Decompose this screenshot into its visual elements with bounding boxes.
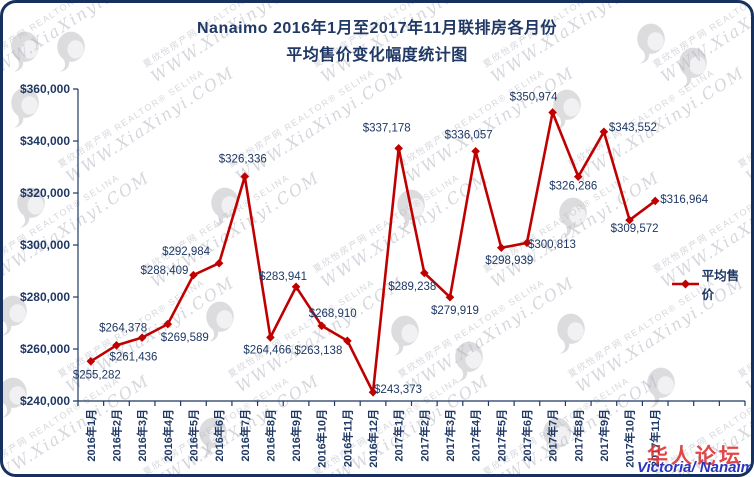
data-point-marker	[163, 319, 173, 329]
x-tick-label: 2016年2月	[109, 409, 123, 462]
data-label: $279,919	[431, 305, 479, 317]
data-label: $269,589	[161, 332, 209, 344]
x-tick-label: 2016年7月	[238, 409, 252, 462]
data-label: $298,939	[485, 255, 533, 267]
data-point-marker	[522, 238, 532, 248]
x-tick-label: 2016年5月	[186, 409, 200, 462]
data-point-marker	[317, 321, 327, 331]
x-tick-label: 2016年1月	[84, 409, 98, 462]
data-label: $264,466	[243, 344, 291, 356]
data-label: $288,409	[140, 265, 188, 277]
location-watermark-text: Victoria/ Nanaimo	[637, 459, 754, 476]
data-point-marker	[445, 292, 455, 302]
price-line-chart: $240,000 $260,000 $280,000 $300,000 $320,000…	[20, 82, 746, 468]
data-label: $283,941	[259, 271, 307, 283]
x-tick-label: 2017年9月	[597, 409, 611, 462]
data-label: $337,178	[363, 122, 411, 134]
x-tick-label: 2017年5月	[494, 409, 508, 462]
y-tick-label: $240,000	[20, 394, 70, 408]
x-tick-label: 2017年11月	[648, 409, 662, 467]
data-point-marker	[86, 356, 96, 366]
x-tick-label: 2016年12月	[366, 409, 380, 468]
data-label: $261,436	[109, 351, 157, 363]
data-label: $316,964	[660, 194, 709, 206]
data-point-marker	[599, 127, 609, 137]
y-tick-label: $280,000	[20, 290, 70, 304]
x-tick-label: 2017年2月	[417, 409, 431, 462]
x-tick-label: 2017年3月	[443, 409, 457, 462]
y-tick-label: $320,000	[20, 186, 70, 200]
x-tick-label: 2016年8月	[263, 409, 277, 462]
x-tick-label: 2017年7月	[546, 409, 560, 462]
data-label: $268,910	[309, 308, 357, 320]
data-point-marker	[496, 243, 506, 253]
data-point-marker	[650, 196, 660, 206]
data-label: $336,057	[445, 129, 493, 141]
data-point-marker	[343, 336, 352, 346]
data-point-marker	[214, 258, 224, 268]
y-tick-label: $260,000	[20, 342, 70, 356]
data-point-marker	[471, 146, 480, 156]
data-point-marker	[368, 387, 378, 397]
x-tick-label: 2017年4月	[469, 409, 483, 462]
chart-title-line1: Nanaimo 2016年1月至2017年11月联排房各月份	[196, 20, 558, 37]
data-label: $343,552	[609, 122, 657, 134]
chart-title-line2: 平均售价变化幅度统计图	[286, 47, 468, 64]
y-tick-label: $300,000	[20, 238, 70, 252]
data-label: $300,813	[528, 239, 576, 251]
data-point-marker	[420, 268, 429, 278]
data-label: $264,378	[99, 323, 147, 335]
x-tick-label: 2016年9月	[289, 409, 303, 462]
x-tick-label: 2017年6月	[520, 409, 534, 462]
data-label: $292,984	[162, 246, 211, 258]
legend-label: 平均售价	[701, 269, 740, 302]
x-tick-label: 2016年10月	[315, 409, 329, 468]
data-label: $255,282	[73, 369, 121, 381]
data-point-marker	[112, 340, 121, 350]
data-point-marker	[548, 108, 557, 117]
x-tick-label: 2017年8月	[571, 409, 585, 462]
x-tick-label: 2016年6月	[212, 409, 226, 462]
x-tick-label: 2016年11月	[340, 409, 354, 467]
data-point-marker	[137, 333, 147, 342]
x-tick-label: 2017年10月	[623, 409, 637, 468]
y-tick-label: $360,000	[20, 82, 70, 96]
data-label: $289,238	[388, 281, 436, 293]
data-label: $350,974	[510, 91, 559, 103]
data-point-marker	[240, 172, 250, 181]
data-point-marker	[394, 144, 403, 153]
x-tick-label: 2016年4月	[161, 409, 175, 462]
data-label: $263,138	[294, 345, 342, 357]
forum-watermark-text: 华人论坛	[647, 444, 743, 468]
data-point-marker	[291, 282, 301, 292]
data-label: $326,336	[219, 154, 267, 166]
legend: 平均售价	[672, 265, 751, 303]
data-label: $243,373	[374, 384, 422, 396]
data-point-marker	[189, 270, 198, 280]
data-label: $309,572	[611, 223, 659, 235]
x-tick-label: 2016年3月	[135, 409, 149, 462]
data-point-marker	[266, 333, 275, 342]
legend-line-marker-icon	[672, 279, 699, 289]
data-point-marker	[573, 172, 583, 181]
data-point-marker	[625, 215, 634, 225]
y-tick-label: $340,000	[20, 134, 70, 148]
x-tick-label: 2017年1月	[392, 409, 406, 462]
data-label: $326,286	[549, 181, 597, 193]
